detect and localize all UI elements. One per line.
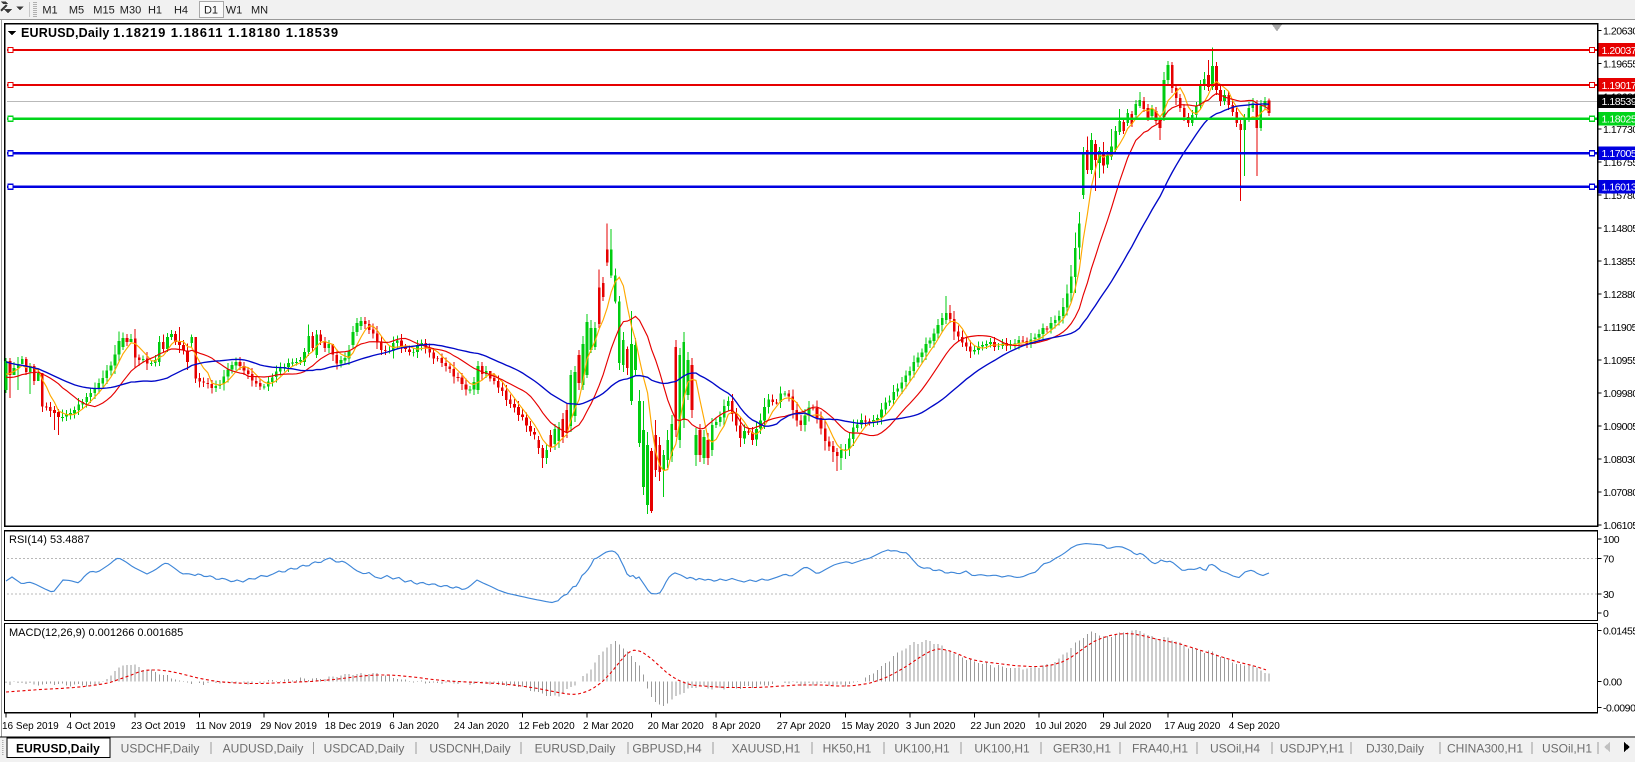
svg-text:EURUSD,Daily: EURUSD,Daily	[535, 742, 616, 756]
svg-text:70: 70	[1603, 553, 1614, 565]
svg-text:USDCAD,Daily: USDCAD,Daily	[324, 742, 405, 756]
svg-text:0.00: 0.00	[1603, 676, 1622, 688]
svg-text:1.13855: 1.13855	[1603, 256, 1635, 268]
svg-text:0.01455: 0.01455	[1603, 625, 1635, 637]
svg-text:M15: M15	[93, 5, 114, 17]
svg-text:W1: W1	[226, 5, 243, 17]
svg-text:4 Oct 2019: 4 Oct 2019	[67, 721, 116, 732]
svg-text:UK100,H1: UK100,H1	[894, 742, 950, 756]
svg-text:M1: M1	[42, 5, 57, 17]
svg-text:1.19017: 1.19017	[1602, 80, 1635, 92]
svg-text:0: 0	[1603, 608, 1609, 620]
svg-text:17 Aug 2020: 17 Aug 2020	[1164, 721, 1221, 732]
svg-text:24 Jan 2020: 24 Jan 2020	[454, 721, 509, 732]
svg-text:20 Mar 2020: 20 Mar 2020	[648, 721, 705, 732]
svg-text:AUDUSD,Daily: AUDUSD,Daily	[223, 742, 304, 756]
svg-text:16 Sep 2019: 16 Sep 2019	[2, 721, 59, 732]
svg-text:GBPUSD,H4: GBPUSD,H4	[632, 742, 702, 756]
svg-text:USDCNH,Daily: USDCNH,Daily	[429, 742, 510, 756]
svg-text:CHINA300,H1: CHINA300,H1	[1447, 742, 1523, 756]
svg-text:27 Apr 2020: 27 Apr 2020	[777, 721, 831, 732]
svg-text:M30: M30	[120, 5, 141, 17]
svg-text:22 Jun 2020: 22 Jun 2020	[970, 721, 1025, 732]
svg-text:1.17005: 1.17005	[1602, 148, 1635, 160]
svg-text:USDCHF,Daily: USDCHF,Daily	[121, 742, 200, 756]
svg-text:HK50,H1: HK50,H1	[823, 742, 872, 756]
svg-text:10 Jul 2020: 10 Jul 2020	[1035, 721, 1087, 732]
svg-text:1.07080: 1.07080	[1603, 487, 1635, 499]
svg-text:1.09980: 1.09980	[1603, 388, 1635, 400]
svg-text:MACD(12,26,9) 0.001266 0.00168: MACD(12,26,9) 0.001266 0.001685	[9, 627, 183, 639]
svg-text:6 Jan 2020: 6 Jan 2020	[389, 721, 439, 732]
svg-text:3 Jun 2020: 3 Jun 2020	[906, 721, 956, 732]
svg-text:1.17730: 1.17730	[1603, 124, 1635, 136]
svg-text:D1: D1	[204, 5, 218, 17]
svg-text:DJ30,Daily: DJ30,Daily	[1366, 742, 1424, 756]
svg-text:1.09005: 1.09005	[1603, 421, 1635, 433]
svg-text:H1: H1	[148, 5, 162, 17]
svg-text:MN: MN	[251, 5, 268, 17]
svg-text:USOil,H4: USOil,H4	[1210, 742, 1260, 756]
svg-text:-0.00900: -0.00900	[1603, 702, 1635, 714]
svg-text:8 Apr 2020: 8 Apr 2020	[712, 721, 761, 732]
svg-text:1.16755: 1.16755	[1603, 157, 1635, 169]
svg-text:USDJPY,H1: USDJPY,H1	[1280, 742, 1345, 756]
svg-text:4 Sep 2020: 4 Sep 2020	[1229, 721, 1281, 732]
svg-text:UK100,H1: UK100,H1	[974, 742, 1030, 756]
svg-text:1.06105: 1.06105	[1603, 520, 1635, 532]
svg-text:29 Jul 2020: 29 Jul 2020	[1100, 721, 1152, 732]
svg-text:1.18025: 1.18025	[1602, 114, 1635, 126]
svg-text:11 Nov 2019: 11 Nov 2019	[196, 721, 252, 732]
svg-text:1.20630: 1.20630	[1603, 25, 1635, 37]
svg-text:1.20037: 1.20037	[1602, 45, 1635, 57]
svg-text:1.10955: 1.10955	[1603, 355, 1635, 367]
svg-text:2 Mar 2020: 2 Mar 2020	[583, 721, 634, 732]
svg-text:EURUSD,Daily: EURUSD,Daily	[21, 26, 110, 40]
svg-text:1.11905: 1.11905	[1603, 322, 1635, 334]
svg-text:12 Feb 2020: 12 Feb 2020	[519, 721, 576, 732]
svg-text:H4: H4	[174, 5, 188, 17]
svg-text:RSI(14) 53.4887: RSI(14) 53.4887	[9, 534, 90, 546]
svg-text:1.12880: 1.12880	[1603, 289, 1635, 301]
svg-text:29 Nov 2019: 29 Nov 2019	[260, 721, 317, 732]
svg-text:23 Oct 2019: 23 Oct 2019	[131, 721, 186, 732]
svg-text:18 Dec 2019: 18 Dec 2019	[325, 721, 382, 732]
svg-text:1.18219 1.18611 1.18180 1.1853: 1.18219 1.18611 1.18180 1.18539	[113, 25, 339, 40]
svg-text:FRA40,H1: FRA40,H1	[1132, 742, 1188, 756]
svg-text:USOil,H1: USOil,H1	[1542, 742, 1592, 756]
svg-text:1.08030: 1.08030	[1603, 454, 1635, 466]
svg-text:1.18539: 1.18539	[1602, 96, 1635, 108]
svg-text:EURUSD,Daily: EURUSD,Daily	[16, 742, 100, 756]
svg-text:1.19655: 1.19655	[1603, 58, 1635, 70]
svg-text:15 May 2020: 15 May 2020	[841, 721, 899, 732]
svg-text:100: 100	[1603, 534, 1620, 546]
svg-text:30: 30	[1603, 589, 1614, 601]
svg-text:M5: M5	[69, 5, 84, 17]
svg-text:1.14805: 1.14805	[1603, 223, 1635, 235]
svg-text:GER30,H1: GER30,H1	[1053, 742, 1111, 756]
svg-text:1.16013: 1.16013	[1602, 182, 1635, 194]
svg-text:XAUUSD,H1: XAUUSD,H1	[732, 742, 801, 756]
